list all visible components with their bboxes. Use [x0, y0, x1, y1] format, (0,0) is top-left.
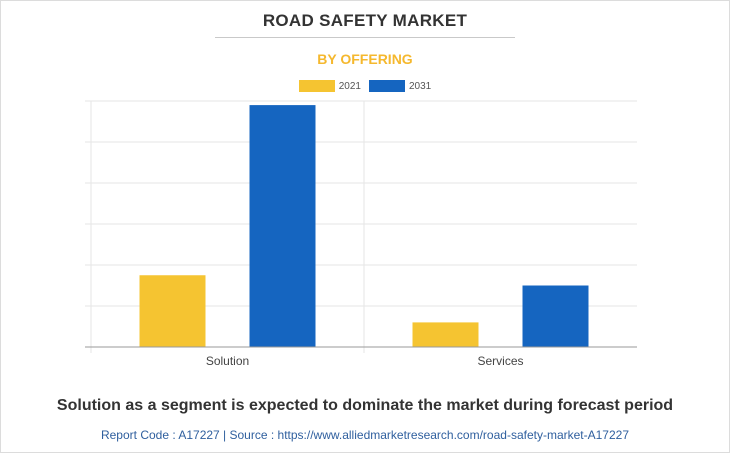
bar-services-2021[interactable]: [412, 322, 479, 347]
legend-label-2021: 2021: [338, 80, 361, 92]
x-tick-label: Services: [477, 354, 523, 368]
source-line: Report Code : A17227 | Source : https://…: [100, 428, 630, 442]
chart-title: ROAD SAFETY MARKET: [262, 11, 468, 30]
legend-swatch-2031: [369, 80, 405, 92]
bar-solution-2031[interactable]: [249, 105, 316, 347]
legend-swatch-2021: [298, 80, 335, 92]
x-tick-label: Solution: [206, 354, 249, 368]
bars: [139, 105, 589, 348]
legend-label-2031: 2031: [409, 80, 432, 92]
bar-solution-2021[interactable]: [139, 275, 206, 347]
axes: Solution Services: [85, 346, 637, 368]
chart-legend: 2021 2031: [0, 80, 730, 92]
bar-services-2031[interactable]: [522, 285, 589, 348]
title-divider: [215, 37, 515, 38]
legend-item-2031[interactable]: 2031: [369, 80, 431, 92]
legend-item-2021[interactable]: 2021: [298, 80, 361, 92]
chart-subtitle: BY OFFERING: [317, 51, 413, 67]
chart-caption: Solution as a segment is expected to dom…: [56, 397, 674, 414]
